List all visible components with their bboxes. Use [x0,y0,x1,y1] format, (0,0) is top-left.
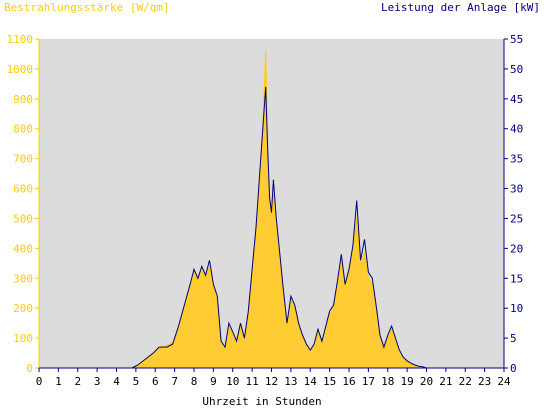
x-tick-label: 17 [362,375,375,388]
x-tick-label: 23 [478,375,491,388]
x-tick-label: 0 [36,375,43,388]
x-tick-label: 10 [226,375,239,388]
power-line [39,86,504,369]
right-tick-label: 10 [510,302,523,315]
x-tick-label: 18 [381,375,394,388]
right-tick-label: 5 [510,332,517,345]
x-tick-label: 3 [94,375,101,388]
left-tick-label: 900 [13,93,33,106]
right-tick-label: 25 [510,212,523,225]
x-tick-label: 14 [304,375,318,388]
x-tick-label: 5 [133,375,140,388]
right-tick-label: 35 [510,153,523,166]
right-tick-label: 40 [510,123,523,136]
right-tick-label: 55 [510,33,523,46]
left-tick-label: 100 [13,332,33,345]
axis-ticks: 0100200300400500600700800900100011000510… [7,33,524,388]
x-tick-label: 8 [191,375,198,388]
left-tick-label: 300 [13,272,33,285]
x-tick-label: 1 [55,375,62,388]
left-tick-label: 1000 [7,63,34,76]
x-tick-label: 19 [401,375,414,388]
x-tick-label: 16 [342,375,355,388]
x-tick-label: 20 [420,375,433,388]
x-tick-label: 6 [152,375,159,388]
x-tick-label: 15 [323,375,336,388]
left-axis-title: Bestrahlungsstärke [W/qm] [4,1,170,14]
x-axis-title: Uhrzeit in Stunden [202,395,321,408]
right-tick-label: 50 [510,63,523,76]
right-tick-label: 0 [510,362,517,375]
left-tick-label: 200 [13,302,33,315]
right-tick-label: 20 [510,242,523,255]
left-tick-label: 500 [13,212,33,225]
x-tick-label: 2 [74,375,81,388]
x-tick-label: 13 [284,375,297,388]
x-tick-label: 12 [265,375,278,388]
x-tick-label: 21 [439,375,452,388]
left-tick-label: 800 [13,123,33,136]
x-tick-label: 22 [459,375,472,388]
x-tick-label: 9 [210,375,217,388]
left-tick-label: 600 [13,183,33,196]
right-axis-title: Leistung der Anlage [kW] [381,1,540,14]
right-tick-label: 30 [510,183,523,196]
left-tick-label: 700 [13,153,33,166]
x-tick-label: 7 [171,375,178,388]
right-tick-label: 15 [510,272,523,285]
right-tick-label: 45 [510,93,523,106]
left-tick-label: 0 [26,362,33,375]
left-tick-label: 400 [13,242,33,255]
left-tick-label: 1100 [7,33,34,46]
x-tick-label: 24 [497,375,511,388]
x-tick-label: 11 [246,375,259,388]
x-tick-label: 4 [113,375,120,388]
